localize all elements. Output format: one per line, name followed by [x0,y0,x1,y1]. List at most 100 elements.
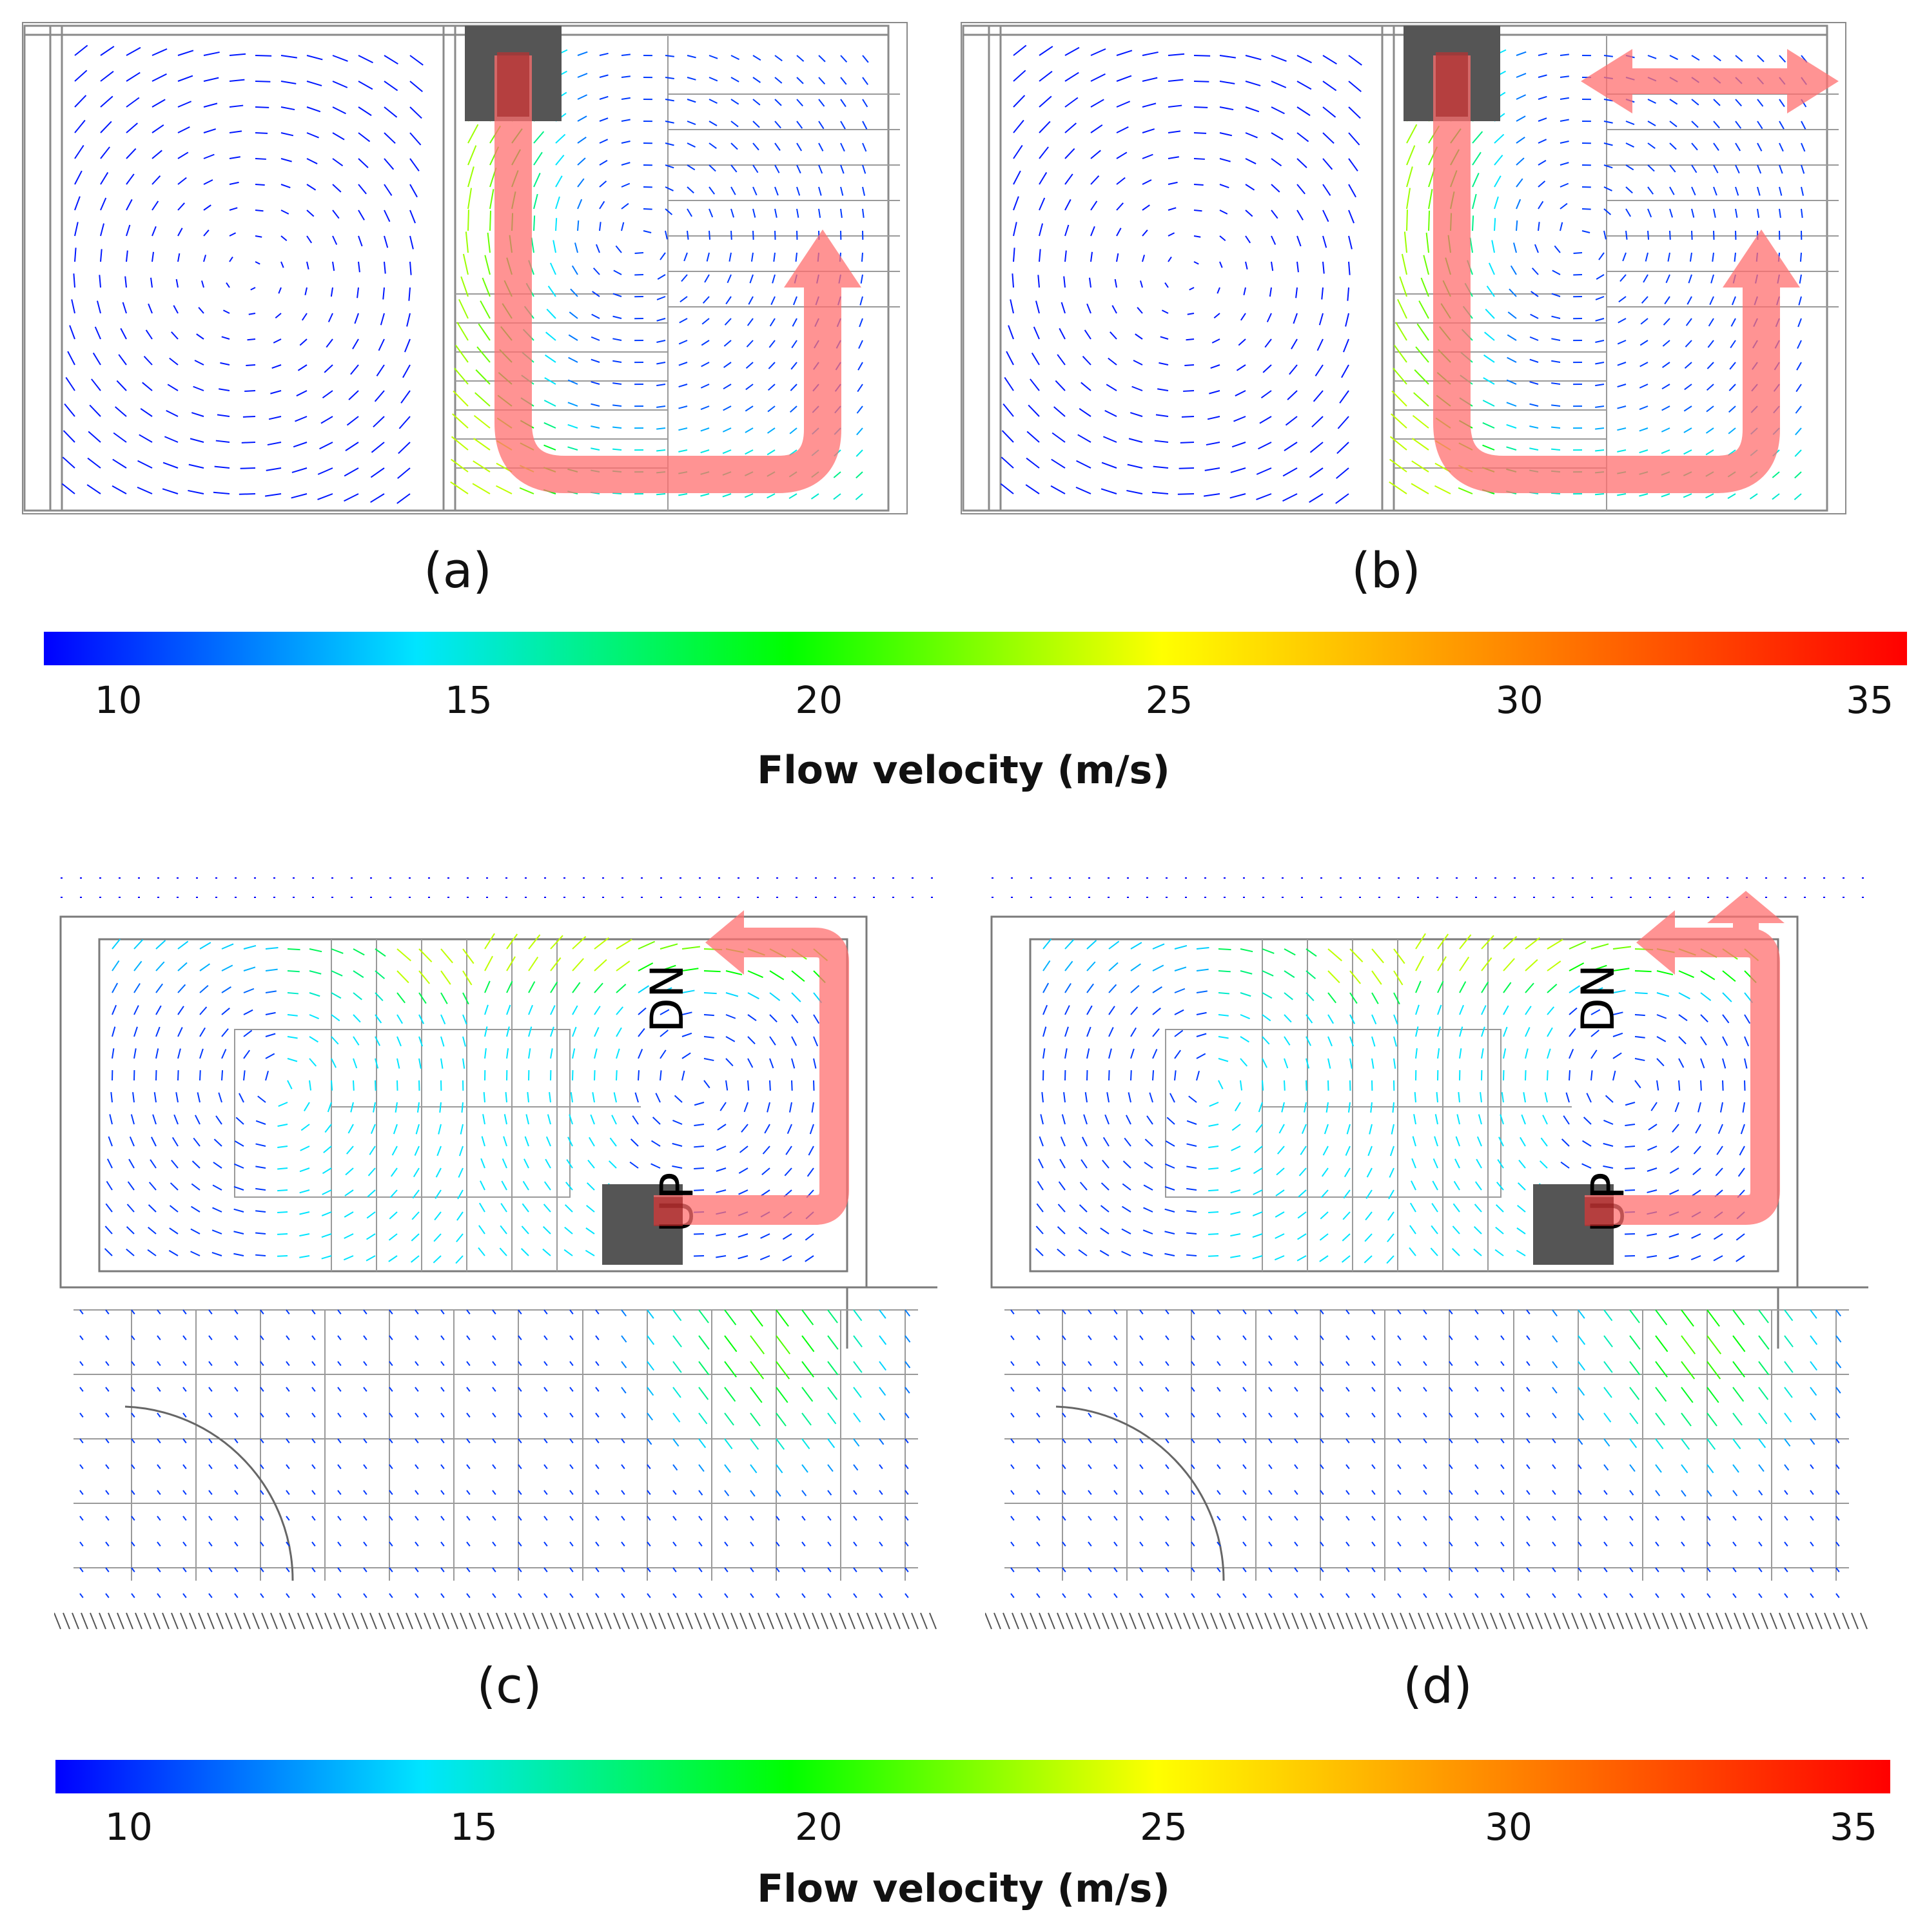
vector-line [1498,1137,1504,1147]
vector-line [79,1541,84,1547]
vector-line [1418,300,1429,319]
vector-line [572,982,581,993]
vector-line [1409,1225,1416,1234]
vector-line [774,164,780,173]
vector-line [879,1541,883,1547]
vector-line [173,1114,179,1125]
vector-line [1835,1309,1841,1317]
vector-line [301,313,308,321]
vector-line [74,248,77,262]
vector-line [234,1163,244,1169]
vector-line [621,1593,625,1599]
vector-line [1758,1593,1763,1599]
vector-line [1296,158,1307,168]
vector-line [1010,1464,1015,1470]
vector-line [1784,1361,1794,1373]
vector-line [112,458,127,469]
vector-line [243,1070,246,1081]
vector-line [1010,299,1014,314]
vector-line [1152,1028,1160,1037]
vector-line [1217,1593,1221,1599]
vector-line [652,1117,661,1125]
vector-line [1784,1309,1794,1322]
vector-line [862,99,868,108]
vector-line [840,77,847,85]
vector-line [1114,278,1117,288]
vector-line [1667,252,1670,262]
vector-line [879,1361,886,1371]
vector-line [1503,936,1518,950]
vector-line [776,1541,780,1547]
vector-line [1393,1014,1398,1025]
vector-line [286,1309,290,1315]
vector-line [1500,1516,1505,1521]
vector-line [1732,1361,1745,1378]
vector-line [1722,970,1736,982]
vector-line [126,46,141,56]
vector-line [801,1309,814,1325]
vector-line [150,277,153,288]
vector-line [1186,338,1195,341]
vector-line [567,379,578,385]
vector-line [1104,409,1117,417]
vector-line [396,1080,398,1091]
vector-line [1139,1309,1144,1315]
vector-line [255,1143,266,1147]
vector-line [1135,333,1143,340]
vector-line [466,1335,471,1341]
vector-line [1266,313,1272,322]
vector-line [572,1005,578,1015]
vector-line [1539,1160,1548,1169]
vector-line [647,1593,651,1599]
vector-line [678,449,688,453]
vector-line [1393,992,1400,1005]
vector-line [634,1092,639,1103]
vector-line [1186,1232,1197,1234]
vector-line [905,1335,911,1343]
vector-line [1810,1387,1817,1396]
vector-line [1423,1438,1427,1444]
vector-line [811,1102,814,1113]
vector-line [621,162,631,166]
vector-line [550,981,558,993]
vector-line [389,1211,398,1220]
vector-line [750,1516,754,1521]
vector-line [1217,1387,1221,1392]
vector-line [738,1189,748,1195]
vector-line [1128,1092,1131,1103]
vector-line [738,1167,748,1174]
vector-line [366,1255,376,1262]
vector-line [173,305,179,314]
vector-line [353,1014,361,1023]
vector-line [1042,1048,1046,1059]
vector-line [504,1114,507,1125]
vector-line [1296,235,1302,247]
vector-line [591,403,600,407]
vector-line [480,300,491,319]
vector-line [1516,1249,1526,1256]
vector-line [157,1516,161,1521]
vector-line [1647,55,1657,59]
vector-line [1500,1593,1505,1599]
velocity-vectors [1035,933,1759,1264]
vector-line [1064,199,1071,211]
vector-line [94,326,101,340]
vector-line [1284,1014,1292,1023]
vector-line [725,296,732,305]
vector-line [656,384,666,387]
vector-line [169,357,179,366]
vector-line [1084,1092,1088,1103]
vector-line [1100,1205,1110,1213]
vector-line [1064,250,1067,262]
vector-line [1656,1058,1665,1067]
vector-line [1090,99,1104,108]
vector-line [177,1027,183,1037]
vector-line [79,1438,84,1444]
vector-line [465,231,469,253]
vector-line [375,1058,379,1069]
vector-line [234,1140,244,1147]
vector-line [665,142,674,146]
vector-line [1629,1567,1634,1573]
vector-line [599,52,609,56]
vector-line [1010,1387,1015,1392]
